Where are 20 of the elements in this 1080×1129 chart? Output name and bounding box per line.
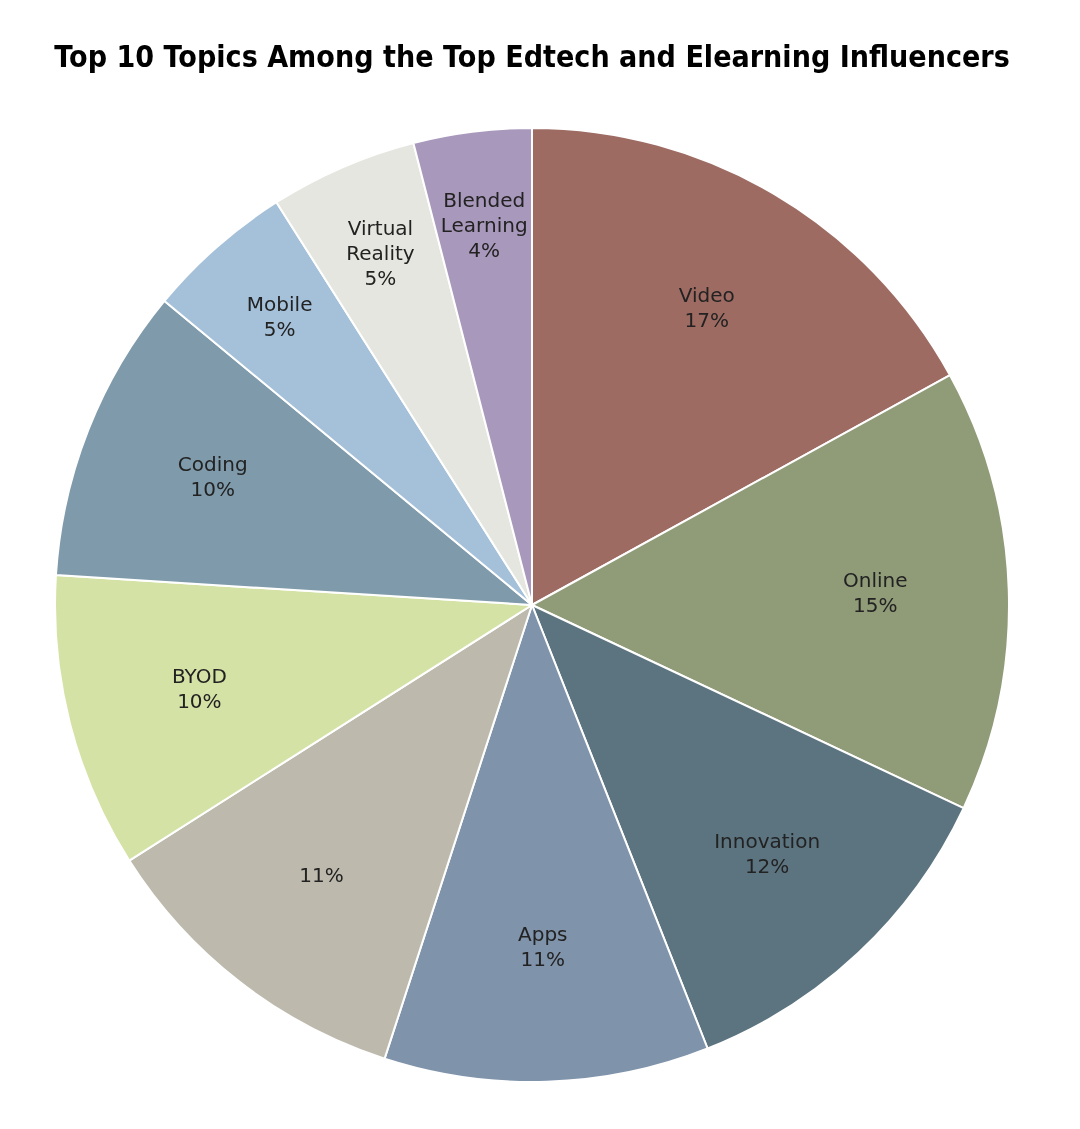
data-label: 10% bbox=[177, 689, 222, 714]
data-label: 15% bbox=[853, 592, 898, 617]
slice-label: Online bbox=[843, 567, 908, 592]
data-label: 10% bbox=[190, 477, 235, 502]
slice-label: BYOD bbox=[171, 664, 227, 689]
slice-label: Blended Learning bbox=[440, 187, 528, 237]
slice-label: Apps bbox=[518, 921, 568, 946]
data-label: 12% bbox=[744, 854, 790, 879]
slice-label: Innovation bbox=[714, 829, 821, 854]
data-label: 5% bbox=[364, 265, 397, 290]
data-label: 11% bbox=[299, 862, 344, 887]
chart-title: Top 10 Topics Among the Top Edtech and Elearning Influencers bbox=[54, 38, 1010, 75]
slice-label: Mobile bbox=[246, 292, 313, 317]
data-label: 11% bbox=[520, 946, 566, 971]
slice-label: Video bbox=[678, 283, 735, 308]
data-label: 4% bbox=[468, 237, 501, 262]
data-label: 5% bbox=[263, 317, 296, 342]
slice-label: Virtual Reality bbox=[346, 215, 415, 265]
data-label: 17% bbox=[684, 308, 730, 333]
slice-label: Coding bbox=[177, 452, 248, 477]
